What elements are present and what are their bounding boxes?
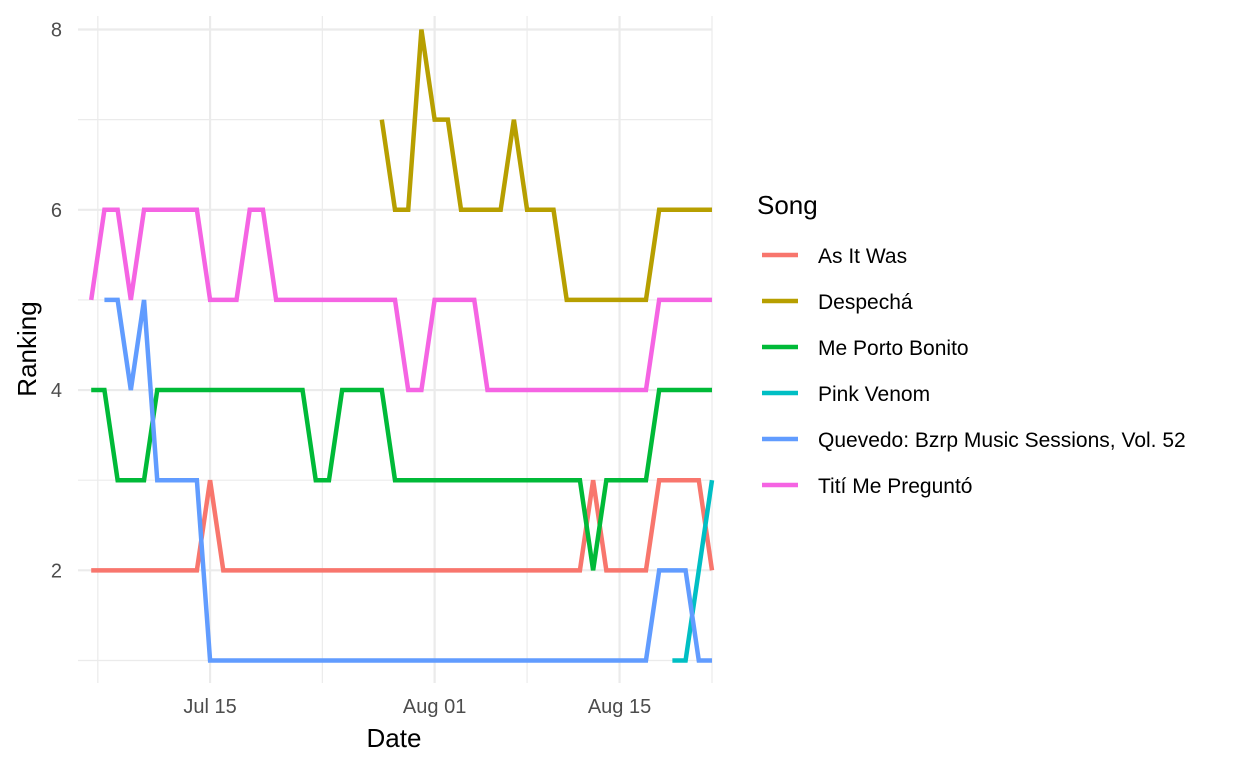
series-line-quevedo-bzrp-music-sessions-vol-52 — [104, 297, 712, 663]
major-gridlines — [78, 16, 712, 683]
minor-gridlines — [78, 16, 713, 683]
y-axis-ticks: 2 4 6 8 — [51, 20, 62, 583]
legend: Song As It Was Despechá Me Porto Bonito Pin… — [757, 190, 1186, 498]
series-line-me-porto-bonito — [91, 387, 712, 571]
legend-label-as-it-was: As It Was — [818, 245, 907, 268]
series-line-despech — [379, 29, 712, 303]
y-axis-title: Ranking — [12, 301, 42, 396]
y-tick-label: 8 — [51, 20, 62, 42]
legend-label-pink-venom: Pink Venom — [818, 383, 930, 406]
y-tick-label: 4 — [51, 380, 62, 402]
x-axis-title: Date — [367, 723, 422, 753]
y-tick-label: 2 — [51, 560, 62, 582]
x-axis-ticks: Jul 15 Aug 01 Aug 15 — [183, 696, 651, 718]
legend-label-me-porto-bonito: Me Porto Bonito — [818, 337, 969, 360]
x-tick-label: Jul 15 — [183, 696, 236, 718]
y-tick-label: 6 — [51, 200, 62, 222]
series-lines — [88, 29, 715, 663]
x-tick-label: Aug 15 — [588, 696, 651, 718]
legend-label-quevedo-bzrp-music-sessions-vol-52: Quevedo: Bzrp Music Sessions, Vol. 52 — [818, 429, 1186, 452]
legend-label-tit-me-pregunt: Tití Me Preguntó — [818, 475, 972, 498]
series-line-as-it-was — [91, 477, 715, 573]
series-line-tit-me-pregunt — [88, 207, 712, 393]
legend-title: Song — [757, 190, 818, 220]
x-tick-label: Aug 01 — [403, 696, 466, 718]
legend-label-despech: Despechá — [818, 291, 913, 314]
